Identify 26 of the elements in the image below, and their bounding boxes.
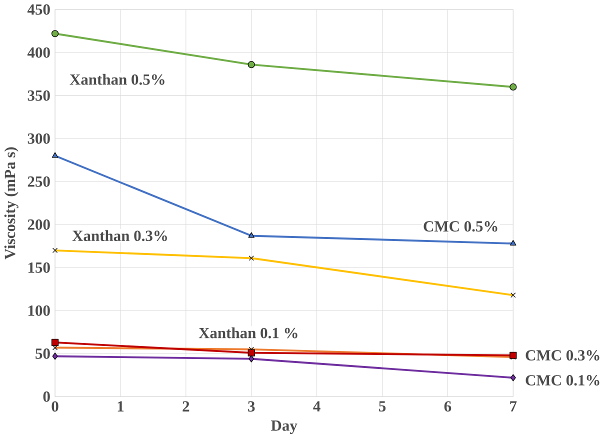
y-tick-label: 350 — [28, 90, 50, 101]
y-tick-label: 100 — [28, 305, 50, 316]
series-label: CMC 0.5% — [424, 220, 498, 232]
y-tick-label: 250 — [28, 176, 50, 187]
x-tick-label: 2 — [182, 401, 190, 412]
x-tick-label: 1 — [118, 401, 124, 412]
series-label: CMC 0.3% — [526, 350, 600, 360]
y-tick-label: 400 — [27, 47, 50, 58]
y-tick-label: 450 — [27, 4, 50, 15]
x-axis-title: Day — [271, 420, 298, 434]
series-label: Xanthan 0.3% — [72, 230, 167, 241]
x-tick-label: 4 — [313, 401, 320, 412]
x-tick-label: 7 — [510, 401, 517, 412]
series-label: CMC 0.1% — [526, 374, 600, 386]
x-tick-label: 0 — [52, 401, 58, 412]
y-tick-label: 0 — [43, 391, 50, 402]
y-tick-label: 200 — [28, 219, 50, 230]
y-axis-title: Viscosity (mPa s) — [4, 147, 18, 260]
y-tick-label: 150 — [28, 262, 50, 273]
y-tick-label: 300 — [28, 133, 50, 144]
x-tick-label: 3 — [248, 401, 255, 412]
x-tick-label: 6 — [444, 401, 452, 412]
y-tick-label: 50 — [36, 348, 50, 359]
x-tick-label: 5 — [379, 401, 386, 412]
series-label: Xanthan 0.5% — [70, 74, 164, 85]
series-label: Xanthan 0.1 % — [198, 327, 298, 338]
